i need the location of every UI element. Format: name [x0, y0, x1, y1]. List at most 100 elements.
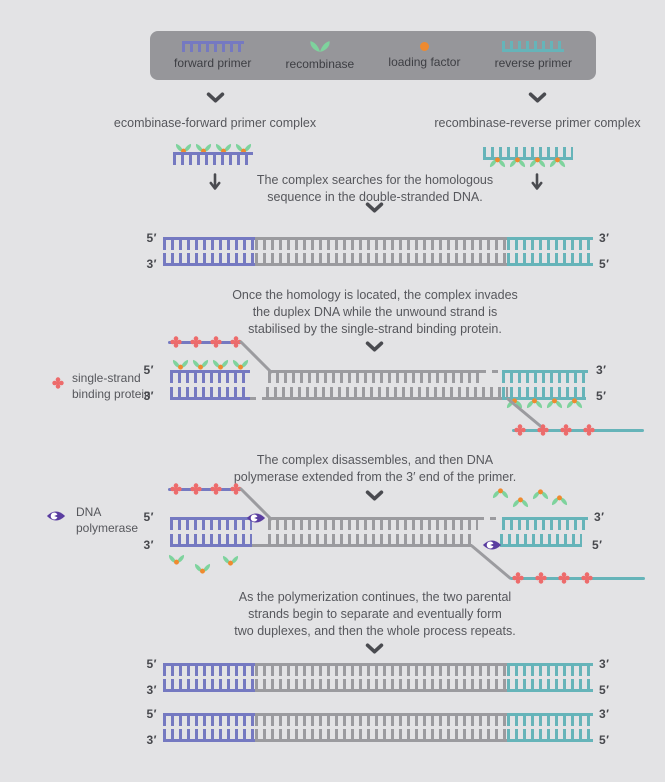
strand-junction-line: [470, 544, 512, 580]
polymerase-legend-label: DNA polymerase: [76, 505, 139, 535]
recomb-dot-icon: [551, 495, 568, 506]
prime-label: 5′: [146, 707, 157, 721]
step-text-invasion: Once the homology is located, the comple…: [232, 288, 518, 336]
displaced-strand-forward: [168, 483, 242, 495]
prime-label: 5′: [143, 363, 154, 377]
reverse-complex-label: recombinase-reverse primer complex: [434, 116, 641, 130]
released-recombinase: [532, 489, 549, 500]
recomb-dot-icon: [566, 398, 583, 409]
dna-polymerase-icon: [246, 511, 266, 525]
legend-label-reverse-primer: reverse primer: [494, 56, 572, 70]
strand-segment-gray: [255, 253, 507, 266]
displaced-strand-forward: [168, 336, 242, 348]
strand-segment-plain: [252, 544, 268, 547]
legend-label-loading-factor: loading factor: [388, 55, 461, 69]
prime-label: 3′: [599, 657, 610, 671]
ssb-icon: [583, 424, 595, 436]
displaced-strand-line: [168, 488, 242, 491]
top-strand: [163, 713, 593, 726]
step-text-search: The complex searches for the homologous …: [256, 173, 494, 204]
dna-polymerase-icon: [482, 538, 502, 552]
legend-item-recombinase: recombinase: [285, 40, 355, 71]
recomb-dot-icon: [546, 398, 563, 409]
strand-segment-teal: [507, 679, 593, 692]
down-arrow-icon: [209, 173, 221, 191]
strand-segment-gray: [268, 534, 472, 547]
ssb-icon: [558, 572, 570, 584]
top-strand: [163, 663, 593, 676]
recomb-dot-icon: [509, 157, 526, 168]
prime-label: 5′: [146, 657, 157, 671]
strand-segment-gray: [255, 663, 507, 676]
invading-forward-primer-complex: [170, 359, 250, 385]
dna-duplex: 5′ 3′ 3′ 5′: [146, 707, 609, 747]
strand-segment-gray: [255, 237, 507, 250]
strand-segment-purple: [170, 387, 250, 400]
ssb-icon: [535, 572, 547, 584]
strand-segment-gray: [255, 713, 507, 726]
chevron-down-icon: [365, 490, 384, 501]
bottom-strand: [163, 679, 593, 692]
prime-label: 3′: [146, 257, 157, 271]
strand-segment-teal: [507, 237, 593, 250]
released-recombinase: [194, 563, 211, 574]
prime-label: 3′: [599, 231, 610, 245]
displaced-strand-reverse: [512, 424, 644, 436]
reverse-primer-strand: [483, 147, 573, 160]
released-recombinase: [492, 488, 509, 499]
chevron-down-icon: [206, 92, 225, 103]
recomb-dot-icon: [512, 497, 529, 508]
forward-complex-label: ecombinase-forward primer complex: [113, 116, 317, 130]
strand-segment-purple: [163, 679, 255, 692]
ssb-icon: [514, 424, 526, 436]
legend-item-forward-primer: forward primer: [174, 41, 251, 70]
released-recombinase: [551, 495, 568, 506]
reverse-primer-icon: [502, 41, 565, 52]
strand-segment-teal: [507, 713, 593, 726]
bottom-strand: [170, 387, 508, 400]
strand-segment-gray: [255, 729, 507, 742]
strand-segment-purple: [163, 713, 255, 726]
legend-item-loading-factor: loading factor: [388, 42, 460, 69]
extending-forward-primer: [170, 517, 252, 530]
ssb-icon: [170, 336, 182, 348]
strand-junction-line: [239, 487, 273, 521]
displaced-strand-reverse: [510, 572, 645, 584]
recomb-dot-icon: [172, 359, 189, 370]
strand-segment-teal: [507, 663, 593, 676]
legend-label-recombinase: recombinase: [285, 57, 355, 71]
prime-label: 3′: [146, 683, 157, 697]
prime-label: 5′: [146, 231, 157, 245]
strand-segment-teal: [507, 729, 593, 742]
recomb-dot-icon: [492, 488, 509, 499]
step-text-separation: As the polymerization continues, the two…: [234, 590, 516, 638]
reverse-primer-strand: [502, 387, 586, 400]
prime-label: 5′: [143, 510, 154, 524]
recomb-dot-icon: [212, 359, 229, 370]
forward-primer-strand: [170, 370, 250, 383]
released-recombinase: [168, 554, 185, 565]
chevron-down-icon: [365, 643, 384, 654]
prime-label: 5′: [596, 389, 607, 403]
dna-polymerase-icon: [46, 509, 66, 523]
prime-label: 3′: [146, 733, 157, 747]
forward-primer-strand: [173, 152, 253, 165]
bottom-strand: [163, 253, 593, 266]
dna-duplex: 5′ 3′ 3′ 5′: [146, 657, 609, 697]
prime-label: 3′: [599, 707, 610, 721]
recomb-dot-icon: [532, 489, 549, 500]
ssb-icon: [512, 572, 524, 584]
recomb-dot-icon: [232, 359, 249, 370]
strand-junction-line: [239, 340, 273, 374]
forward-primer-complex: [173, 143, 253, 169]
forward-primer-icon: [181, 41, 244, 52]
strand-segment-teal: [502, 370, 588, 383]
bottom-strand: [170, 534, 472, 547]
ssb-icon: [560, 424, 572, 436]
prime-label: 3′: [596, 363, 607, 377]
step-text-extension: The complex disassembles, and then DNA p…: [233, 453, 517, 484]
ssb-icon: [170, 483, 182, 495]
recombinase-icon: [308, 40, 332, 53]
strand-segment-purple: [163, 729, 255, 742]
